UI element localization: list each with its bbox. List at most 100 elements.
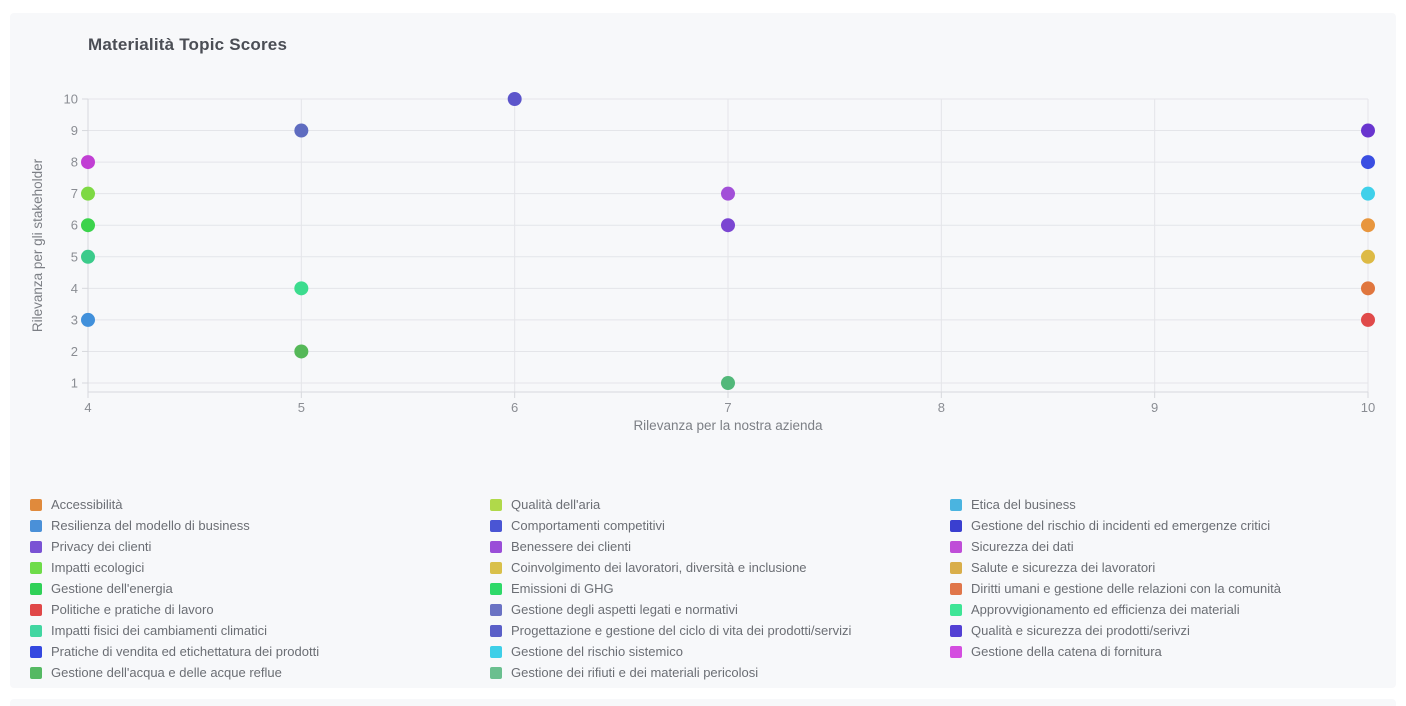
svg-text:10: 10: [64, 92, 78, 107]
legend-item-label: Emissioni di GHG: [511, 581, 614, 596]
svg-text:9: 9: [1151, 400, 1158, 415]
data-point-x7-y7[interactable]: [721, 186, 735, 201]
legend-item[interactable]: Comportamenti competitivi: [490, 515, 940, 536]
legend-item[interactable]: Impatti ecologici: [30, 557, 480, 578]
data-point-x5-y4[interactable]: [294, 281, 309, 296]
legend-item-label: Impatti ecologici: [51, 560, 145, 575]
legend-swatch-icon: [950, 624, 962, 637]
legend-swatch-icon: [490, 561, 502, 574]
legend-item[interactable]: Qualità e sicurezza dei prodotti/serivzi: [950, 620, 1400, 641]
legend-item-label: Gestione dell'acqua e delle acque reflue: [51, 665, 282, 680]
legend-swatch-icon: [490, 666, 502, 679]
legend-item-label: Gestione del rischio sistemico: [511, 644, 683, 659]
data-point-x4-y7[interactable]: [81, 186, 95, 201]
legend-swatch-icon: [30, 519, 42, 532]
data-point-x5-y2[interactable]: [294, 344, 309, 359]
legend-swatch-icon: [30, 540, 42, 553]
data-point-x4-y3[interactable]: [81, 312, 95, 327]
data-point-x10-y7[interactable]: [1361, 186, 1375, 201]
legend-item[interactable]: Pratiche di vendita ed etichettatura dei…: [30, 641, 480, 662]
legend-item-label: Gestione del rischio di incidenti ed eme…: [971, 518, 1271, 533]
svg-text:10: 10: [1361, 400, 1375, 415]
legend-item-label: Etica del business: [971, 497, 1076, 512]
scatter-plot: 1 2 3 4 5 6 7 8 9 10 4 5 6 7 8 9 10 Rilevanza per la nost…: [30, 92, 1375, 434]
data-point-x7-y6[interactable]: [721, 218, 735, 233]
data-point-x10-y5[interactable]: [1361, 249, 1375, 264]
legend-swatch-icon: [30, 666, 42, 679]
chart-title: Materialità Topic Scores: [88, 35, 288, 54]
legend-swatch-icon: [950, 645, 962, 658]
svg-text:9: 9: [71, 123, 78, 138]
legend-item[interactable]: Emissioni di GHG: [490, 578, 940, 599]
legend-swatch-icon: [950, 540, 962, 553]
y-axis-title: Rilevanza per gli stakeholder: [30, 158, 45, 332]
legend-item-label: Gestione dell'energia: [51, 581, 173, 596]
legend-swatch-icon: [30, 582, 42, 595]
data-point-x4-y6[interactable]: [81, 218, 95, 233]
legend-swatch-icon: [30, 624, 42, 637]
legend-swatch-icon: [30, 561, 42, 574]
legend-item-label: Gestione degli aspetti legati e normativ…: [511, 602, 738, 617]
legend-item-label: Coinvolgimento dei lavoratori, diversità…: [511, 560, 807, 575]
legend-swatch-icon: [30, 603, 42, 616]
legend-item-label: Gestione dei rifiuti e dei materiali per…: [511, 665, 759, 680]
legend-item[interactable]: Coinvolgimento dei lavoratori, diversità…: [490, 557, 940, 578]
legend-item[interactable]: Diritti umani e gestione delle relazioni…: [950, 578, 1400, 599]
data-point-x4-y8[interactable]: [81, 155, 95, 170]
data-point-x7-y1[interactable]: [721, 376, 735, 390]
legend-item-label: Progettazione e gestione del ciclo di vi…: [511, 623, 852, 638]
legend-item[interactable]: Salute e sicurezza dei lavoratori: [950, 557, 1400, 578]
data-point-x5-y9[interactable]: [294, 123, 309, 138]
legend-item[interactable]: Politiche e pratiche di lavoro: [30, 599, 480, 620]
legend-item[interactable]: Gestione degli aspetti legati e normativ…: [490, 599, 940, 620]
legend-item[interactable]: Gestione dei rifiuti e dei materiali per…: [490, 662, 940, 683]
legend-item-label: Qualità e sicurezza dei prodotti/serivzi: [971, 623, 1190, 638]
legend-item[interactable]: Sicurezza dei dati: [950, 536, 1400, 557]
svg-text:4: 4: [84, 400, 91, 415]
data-point-x10-y6[interactable]: [1361, 218, 1375, 233]
data-point-x10-y8[interactable]: [1361, 155, 1375, 170]
legend-swatch-icon: [490, 582, 502, 595]
legend-swatch-icon: [490, 624, 502, 637]
legend-swatch-icon: [490, 519, 502, 532]
legend-swatch-icon: [490, 603, 502, 616]
legend-swatch-icon: [30, 645, 42, 658]
data-point-x10-y9[interactable]: [1361, 123, 1375, 138]
legend-swatch-icon: [30, 498, 42, 511]
svg-text:8: 8: [938, 400, 945, 415]
svg-text:7: 7: [71, 186, 78, 201]
data-point-x4-y5[interactable]: [81, 249, 95, 264]
legend-item[interactable]: Qualità dell'aria: [490, 494, 940, 515]
legend-item-label: Approvvigionamento ed efficienza dei mat…: [971, 602, 1240, 617]
legend-item-label: Salute e sicurezza dei lavoratori: [971, 560, 1156, 575]
legend-item[interactable]: Gestione del rischio sistemico: [490, 641, 940, 662]
svg-text:5: 5: [71, 249, 78, 264]
legend-item[interactable]: Progettazione e gestione del ciclo di vi…: [490, 620, 940, 641]
legend-item[interactable]: Resilienza del modello di business: [30, 515, 480, 536]
data-point-x6-y10[interactable]: [507, 92, 522, 106]
legend-swatch-icon: [490, 540, 502, 553]
legend-item-label: Qualità dell'aria: [511, 497, 601, 512]
legend-swatch-icon: [950, 561, 962, 574]
legend-item[interactable]: Privacy dei clienti: [30, 536, 480, 557]
svg-text:8: 8: [71, 155, 78, 170]
legend-item[interactable]: Accessibilità: [30, 494, 480, 515]
legend-item-label: Diritti umani e gestione delle relazioni…: [971, 581, 1281, 596]
legend-item[interactable]: Gestione del rischio di incidenti ed eme…: [950, 515, 1400, 536]
svg-text:2: 2: [71, 344, 78, 359]
legend-swatch-icon: [950, 582, 962, 595]
legend-swatch-icon: [950, 603, 962, 616]
legend-item[interactable]: Benessere dei clienti: [490, 536, 940, 557]
legend-item[interactable]: Etica del business: [950, 494, 1400, 515]
legend-item-label: Politiche e pratiche di lavoro: [51, 602, 214, 617]
svg-text:3: 3: [71, 312, 78, 327]
legend-item[interactable]: Approvvigionamento ed efficienza dei mat…: [950, 599, 1400, 620]
legend-item[interactable]: Gestione dell'acqua e delle acque reflue: [30, 662, 480, 683]
legend-item[interactable]: Impatti fisici dei cambiamenti climatici: [30, 620, 480, 641]
legend-item[interactable]: Gestione della catena di fornitura: [950, 641, 1400, 662]
legend-item[interactable]: Gestione dell'energia: [30, 578, 480, 599]
data-point-x10-y4[interactable]: [1361, 281, 1375, 296]
data-points: [81, 92, 1375, 390]
data-point-x10-y3[interactable]: [1361, 312, 1375, 327]
